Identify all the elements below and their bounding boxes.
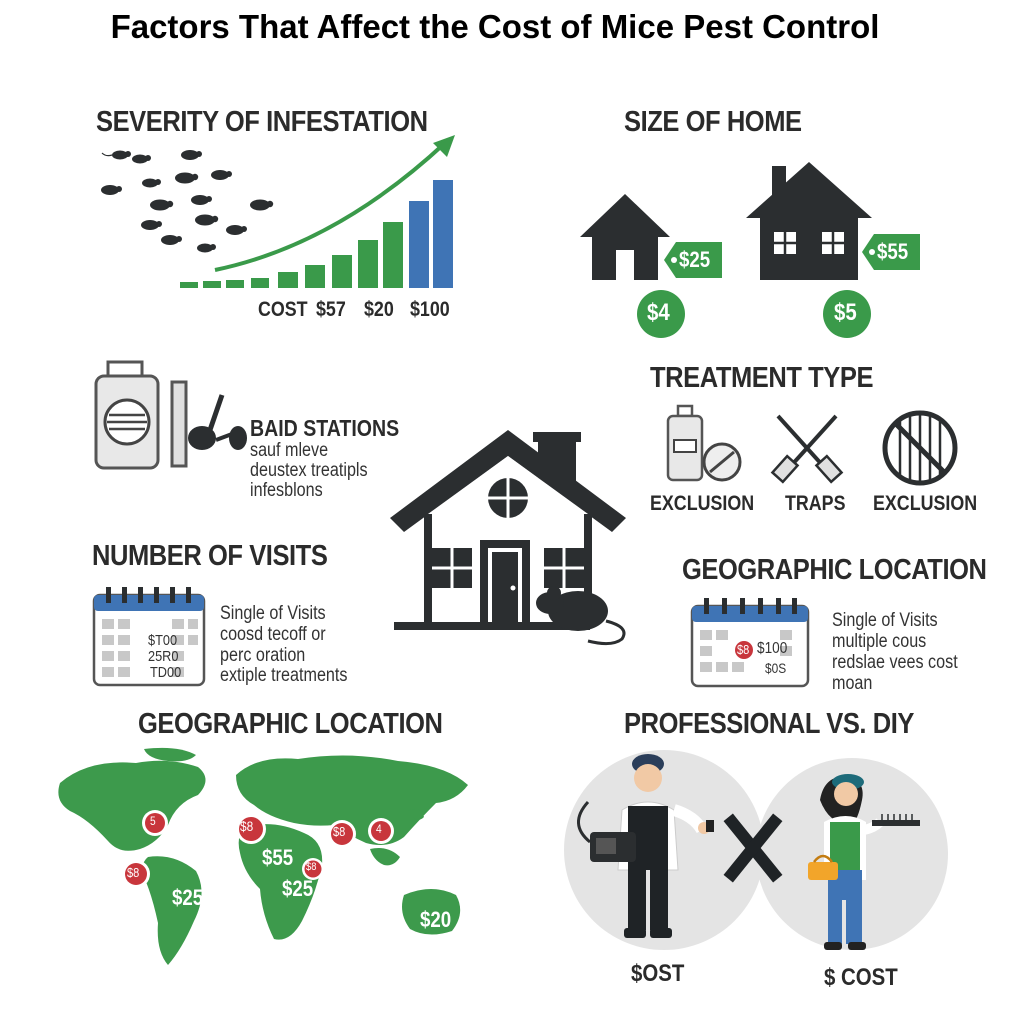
map-pin-1: 5 — [150, 814, 156, 828]
large-home-tag: $55 — [877, 239, 909, 264]
calendar-right-badge: $8 — [737, 642, 750, 657]
price-tag-small-icon — [664, 242, 722, 278]
visits-line-3: perc oration — [220, 645, 306, 666]
location-pin-icon — [236, 814, 266, 844]
bait-stations-line-3: infesblons — [250, 480, 323, 501]
map-price-africa-south: $25 — [282, 876, 314, 901]
map-pin-6: $8 — [306, 861, 317, 873]
location-pin-icon — [328, 820, 356, 848]
small-home-badge: $4 — [647, 299, 670, 326]
treatment-type-heading: TREATMENT TYPE — [650, 362, 874, 394]
geographic-location-heading-map: GEOGRAPHIC LOCATION — [138, 708, 443, 740]
location-pin-icon — [368, 818, 394, 844]
large-house-icon — [746, 162, 872, 280]
bait-stations-line-2: deustex treatipls — [250, 460, 368, 481]
treatment-item-exclusion-2: EXCLUSION — [873, 492, 978, 515]
snap-trap-icon — [770, 414, 844, 484]
treatment-item-exclusion-1: EXCLUSION — [650, 492, 755, 515]
geographic-location-heading-right: GEOGRAPHIC LOCATION — [682, 554, 987, 586]
central-house-icon — [390, 430, 626, 630]
professional-vs-diy-heading: PROFESSIONAL VS. DIY — [624, 708, 914, 740]
calendar-right-value-1: $100 — [757, 640, 788, 657]
map-pin-4: 4 — [376, 822, 382, 836]
price-tag-large-icon — [862, 234, 920, 270]
calendar-left-value-2: 25R0 — [148, 648, 179, 665]
treatment-item-traps: TRAPS — [785, 492, 846, 515]
geo-right-line-4: moan — [832, 673, 873, 694]
map-price-australia: $20 — [420, 907, 452, 932]
size-of-home-heading: SIZE OF HOME — [624, 106, 802, 138]
calendar-icon-right — [690, 598, 810, 688]
repellent-bottle-icon — [666, 404, 742, 482]
world-map-icon — [58, 747, 468, 965]
exclusion-mesh-icon — [882, 410, 958, 486]
map-price-south-america: $25 — [172, 885, 204, 910]
location-pin-icon — [122, 860, 150, 888]
professional-vs-diy-illustration — [564, 750, 948, 950]
bait-stations-line-1: sauf mleve — [250, 440, 329, 461]
calendar-icon-left — [92, 587, 206, 687]
number-of-visits-heading: NUMBER OF VISITS — [92, 540, 328, 572]
diy-cost-label: $ COST — [824, 964, 898, 991]
calendar-left-value-1: $T00 — [148, 632, 178, 649]
visits-line-4: extiple treatments — [220, 665, 348, 686]
calendar-right-value-2: $0S — [765, 660, 787, 676]
bait-station-icon — [94, 360, 247, 470]
mouse-icon — [536, 586, 626, 646]
cost-value-3: $100 — [410, 298, 450, 321]
large-home-badge-icon — [823, 290, 871, 338]
location-pin-icon — [142, 810, 168, 836]
bait-stations-label: BAID STATIONS — [250, 415, 400, 441]
page-title: Factors That Affect the Cost of Mice Pes… — [110, 8, 880, 45]
map-price-africa: $55 — [262, 845, 294, 870]
geo-right-line-1: Single of Visits — [832, 610, 938, 631]
map-pin-5: $8 — [127, 865, 140, 880]
cost-label: COST — [258, 298, 308, 321]
professional-cost-label: $OST — [631, 960, 685, 987]
cost-value-1: $57 — [316, 298, 346, 321]
small-home-tag: $25 — [679, 247, 711, 272]
visits-line-1: Single of Visits — [220, 603, 326, 624]
geo-right-line-3: redslae vees cost — [832, 652, 958, 673]
map-pin-2: $8 — [240, 818, 254, 834]
map-pin-3: $8 — [333, 824, 346, 839]
geo-right-line-2: multiple cous — [832, 631, 927, 652]
location-pin-icon — [302, 858, 324, 880]
calendar-left-value-3: TD00 — [150, 664, 182, 681]
visits-line-2: coosd tecoff or — [220, 624, 326, 645]
large-home-badge: $5 — [834, 299, 857, 326]
cost-value-2: $20 — [364, 298, 394, 321]
small-home-badge-icon — [637, 290, 685, 338]
rising-cost-bar-chart — [180, 135, 455, 288]
diy-homeowner-icon — [808, 774, 920, 950]
severity-heading: SEVERITY OF INFESTATION — [96, 106, 428, 138]
mice-swarm-icon — [101, 150, 274, 253]
professional-technician-icon — [577, 754, 714, 938]
small-house-icon — [580, 194, 670, 280]
